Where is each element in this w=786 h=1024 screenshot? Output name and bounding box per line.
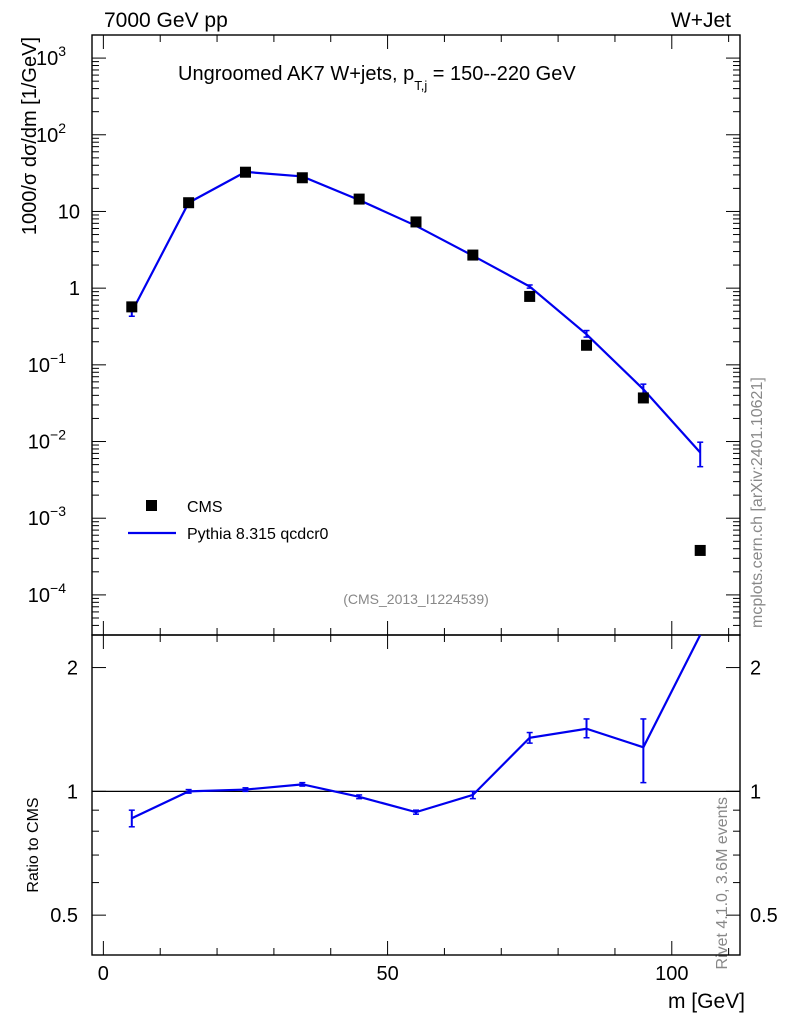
cms-data-point	[353, 193, 365, 205]
main-y-tick-label: 10	[58, 201, 80, 223]
rivet-version-label: Rivet 4.1.0, 3.6M events	[714, 797, 731, 970]
cms-data-point	[637, 392, 649, 404]
ratio-y-tick-label-right: 1	[750, 781, 761, 803]
cms-data-point	[467, 249, 479, 261]
cms-data-point	[524, 290, 536, 302]
cms-data-point	[239, 166, 251, 178]
ratio-y-tick-label-left: 0.5	[50, 905, 78, 927]
main-axis-ticks	[92, 34, 740, 636]
ratio-y-tick-label-right: 0.5	[750, 905, 778, 927]
x-tick-label: 0	[98, 963, 109, 985]
cms-data-point	[296, 172, 308, 184]
legend-label-pythia: Pythia 8.315 qcdcr0	[187, 526, 329, 543]
main-y-tick-label: 10−1	[28, 350, 66, 377]
ratio-panel: 0.5 0.5 1 1 2 2 0 50 100 Ratio to CMS m [GeV]	[25, 634, 778, 1013]
main-y-tick-label: 1	[69, 278, 80, 300]
ratio-axis-ticks	[92, 635, 740, 956]
main-y-tick-label: 10−2	[28, 427, 66, 454]
main-marks	[126, 166, 706, 556]
cms-data-point	[410, 216, 422, 228]
main-frame	[91, 34, 741, 636]
ratio-y-tick-label-left: 2	[67, 658, 78, 680]
cms-data-point	[126, 301, 138, 313]
ratio-y-axis-label: Ratio to CMS	[25, 797, 42, 892]
x-axis-label: m [GeV]	[668, 990, 745, 1013]
main-title-rest: = 150--220 GeV	[427, 63, 576, 85]
ratio-y-tick-labels: 0.5 0.5 1 1 2 2	[50, 658, 778, 928]
main-title-text: Ungroomed AK7 W+jets, p	[178, 63, 414, 85]
main-y-tick-label: 102	[36, 120, 66, 147]
process-label: W+Jet	[671, 9, 731, 32]
main-y-tick-label: 10−3	[28, 503, 66, 530]
legend: CMS Pythia 8.315 qcdcr0	[128, 499, 329, 543]
collision-energy-label: 7000 GeV pp	[104, 9, 228, 32]
cms-data-point	[183, 197, 195, 209]
pythia-curve	[130, 170, 702, 454]
x-tick-label: 50	[376, 963, 398, 985]
x-tick-label: 100	[655, 963, 688, 985]
x-tick-labels: 0 50 100	[98, 963, 689, 985]
legend-label-cms: CMS	[187, 499, 223, 516]
ratio-y-tick-label-left: 1	[67, 781, 78, 803]
main-y-axis-label: 1000/σ dσ/dm [1/GeV]	[19, 37, 41, 235]
ratio-marks	[92, 634, 740, 828]
analysis-watermark: (CMS_2013_I1224539)	[343, 591, 489, 607]
main-y-tick-label: 103	[36, 43, 66, 70]
mcplots-label: mcplots.cern.ch [arXiv:2401.10621]	[749, 377, 766, 628]
main-y-tick-label: 10−4	[28, 580, 66, 607]
ratio-y-tick-label-right: 2	[750, 658, 761, 680]
ratio-frame	[91, 634, 741, 956]
cms-data-point	[694, 544, 706, 556]
legend-marker-cms	[146, 500, 157, 511]
cms-data-point	[581, 339, 593, 351]
main-title: Ungroomed AK7 W+jets, pT,j = 150--220 Ge…	[178, 63, 576, 93]
main-title-subscript: T,j	[414, 78, 427, 93]
